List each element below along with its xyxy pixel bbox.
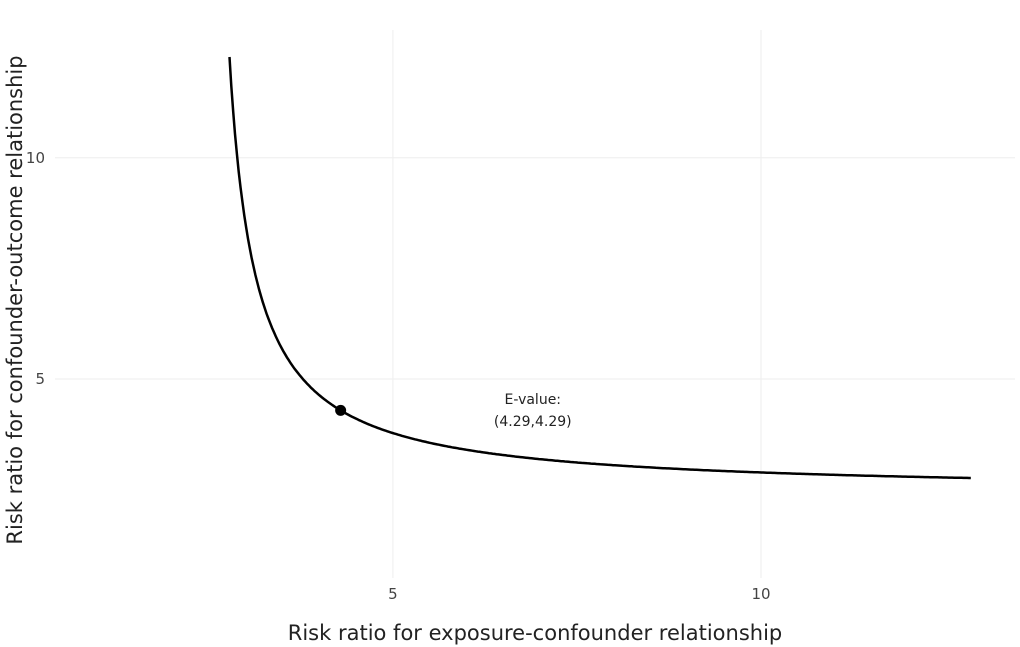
y-tick-label: 10: [26, 149, 45, 167]
x-axis-label: Risk ratio for exposure-confounder relat…: [288, 621, 782, 645]
e-value-point[interactable]: [335, 404, 347, 416]
annotation-label: E-value:: [505, 392, 561, 408]
x-tick-label: 10: [751, 585, 770, 603]
e-value-curve: [228, 56, 971, 480]
x-tick-label: 5: [388, 585, 398, 603]
grid-lines: [55, 30, 1015, 578]
y-tick-label: 5: [35, 370, 45, 388]
tick-labels: 5 10 5 10: [26, 149, 771, 603]
y-axis-label: Risk ratio for confounder-outcome relati…: [3, 55, 27, 544]
annotation-value: (4.29,4.29): [494, 414, 572, 430]
